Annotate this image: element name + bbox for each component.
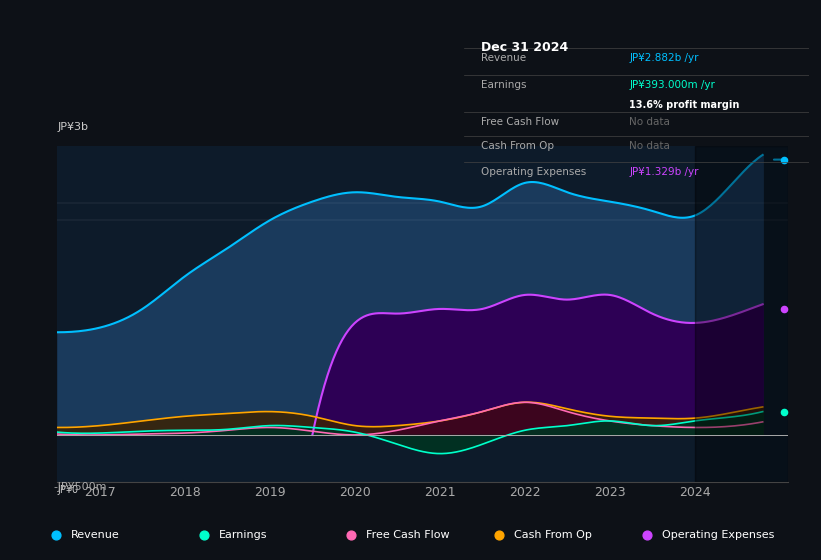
- Text: 13.6% profit margin: 13.6% profit margin: [630, 100, 740, 110]
- Point: [640, 530, 654, 539]
- Text: Operating Expenses: Operating Expenses: [662, 530, 774, 540]
- Text: JP¥1.329b /yr: JP¥1.329b /yr: [630, 167, 699, 178]
- Text: JP¥0: JP¥0: [57, 485, 79, 495]
- Point: [197, 530, 210, 539]
- Text: -JP¥500m: -JP¥500m: [53, 482, 107, 492]
- Point: [493, 530, 506, 539]
- Text: Dec 31 2024: Dec 31 2024: [481, 41, 568, 54]
- Text: Free Cash Flow: Free Cash Flow: [366, 530, 450, 540]
- Text: Free Cash Flow: Free Cash Flow: [481, 117, 559, 127]
- Text: JP¥393.000m /yr: JP¥393.000m /yr: [630, 80, 715, 90]
- Point: [777, 305, 791, 314]
- Point: [777, 407, 791, 416]
- Text: No data: No data: [630, 141, 670, 151]
- Text: Revenue: Revenue: [71, 530, 119, 540]
- Text: Earnings: Earnings: [218, 530, 267, 540]
- Text: Revenue: Revenue: [481, 53, 526, 63]
- Point: [345, 530, 358, 539]
- Text: Cash From Op: Cash From Op: [514, 530, 592, 540]
- Text: JP¥2.882b /yr: JP¥2.882b /yr: [630, 53, 699, 63]
- Text: JP¥3b: JP¥3b: [57, 122, 89, 132]
- Bar: [695, 146, 788, 482]
- Text: Operating Expenses: Operating Expenses: [481, 167, 586, 178]
- Text: No data: No data: [630, 117, 670, 127]
- Text: Cash From Op: Cash From Op: [481, 141, 554, 151]
- Point: [49, 530, 62, 539]
- Text: Earnings: Earnings: [481, 80, 526, 90]
- Point: [777, 155, 791, 164]
